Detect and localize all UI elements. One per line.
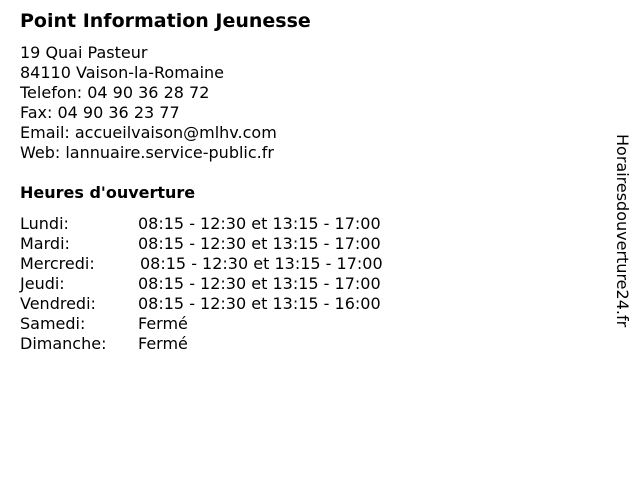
- day-label: Mardi:: [20, 234, 70, 253]
- hours-row: Dimanche: Fermé: [20, 334, 383, 354]
- page-title: Point Information Jeunesse: [20, 10, 311, 32]
- day-label: Samedi:: [20, 314, 86, 333]
- hours-table: Lundi: 08:15 - 12:30 et 13:15 - 17:00 Mar…: [20, 214, 383, 354]
- day-hours: 08:15 - 12:30 et 13:15 - 16:00: [138, 294, 381, 313]
- contact-info: 19 Quai Pasteur 84110 Vaison-la-Romaine …: [20, 43, 277, 163]
- day-label: Dimanche:: [20, 334, 107, 353]
- email: Email: accueilvaison@mlhv.com: [20, 123, 277, 142]
- hours-heading: Heures d'ouverture: [20, 183, 196, 202]
- phone: Telefon: 04 90 36 28 72: [20, 83, 210, 102]
- day-hours: 08:15 - 12:30 et 13:15 - 17:00: [138, 274, 381, 293]
- day-hours: 08:15 - 12:30 et 13:15 - 17:00: [138, 234, 381, 253]
- day-hours: 08:15 - 12:30 et 13:15 - 17:00: [138, 214, 381, 233]
- fax: Fax: 04 90 36 23 77: [20, 103, 180, 122]
- day-hours: Fermé: [138, 314, 188, 333]
- day-label: Vendredi:: [20, 294, 96, 313]
- hours-row: Jeudi: 08:15 - 12:30 et 13:15 - 17:00: [20, 274, 383, 294]
- hours-row: Samedi: Fermé: [20, 314, 383, 334]
- street-address: 19 Quai Pasteur: [20, 43, 148, 62]
- hours-row: Vendredi: 08:15 - 12:30 et 13:15 - 16:00: [20, 294, 383, 314]
- hours-row: Lundi: 08:15 - 12:30 et 13:15 - 17:00: [20, 214, 383, 234]
- site-watermark: Horairesdouverture24.fr: [613, 134, 632, 328]
- day-label: Jeudi:: [20, 274, 65, 293]
- website: Web: lannuaire.service-public.fr: [20, 143, 274, 162]
- day-hours: Fermé: [138, 334, 188, 353]
- hours-row: Mardi: 08:15 - 12:30 et 13:15 - 17:00: [20, 234, 383, 254]
- city: 84110 Vaison-la-Romaine: [20, 63, 225, 82]
- hours-row: Mercredi: 08:15 - 12:30 et 13:15 - 17:00: [20, 254, 383, 274]
- day-label: Lundi:: [20, 214, 69, 233]
- day-label: Mercredi:: [20, 254, 95, 273]
- day-hours: 08:15 - 12:30 et 13:15 - 17:00: [140, 254, 383, 273]
